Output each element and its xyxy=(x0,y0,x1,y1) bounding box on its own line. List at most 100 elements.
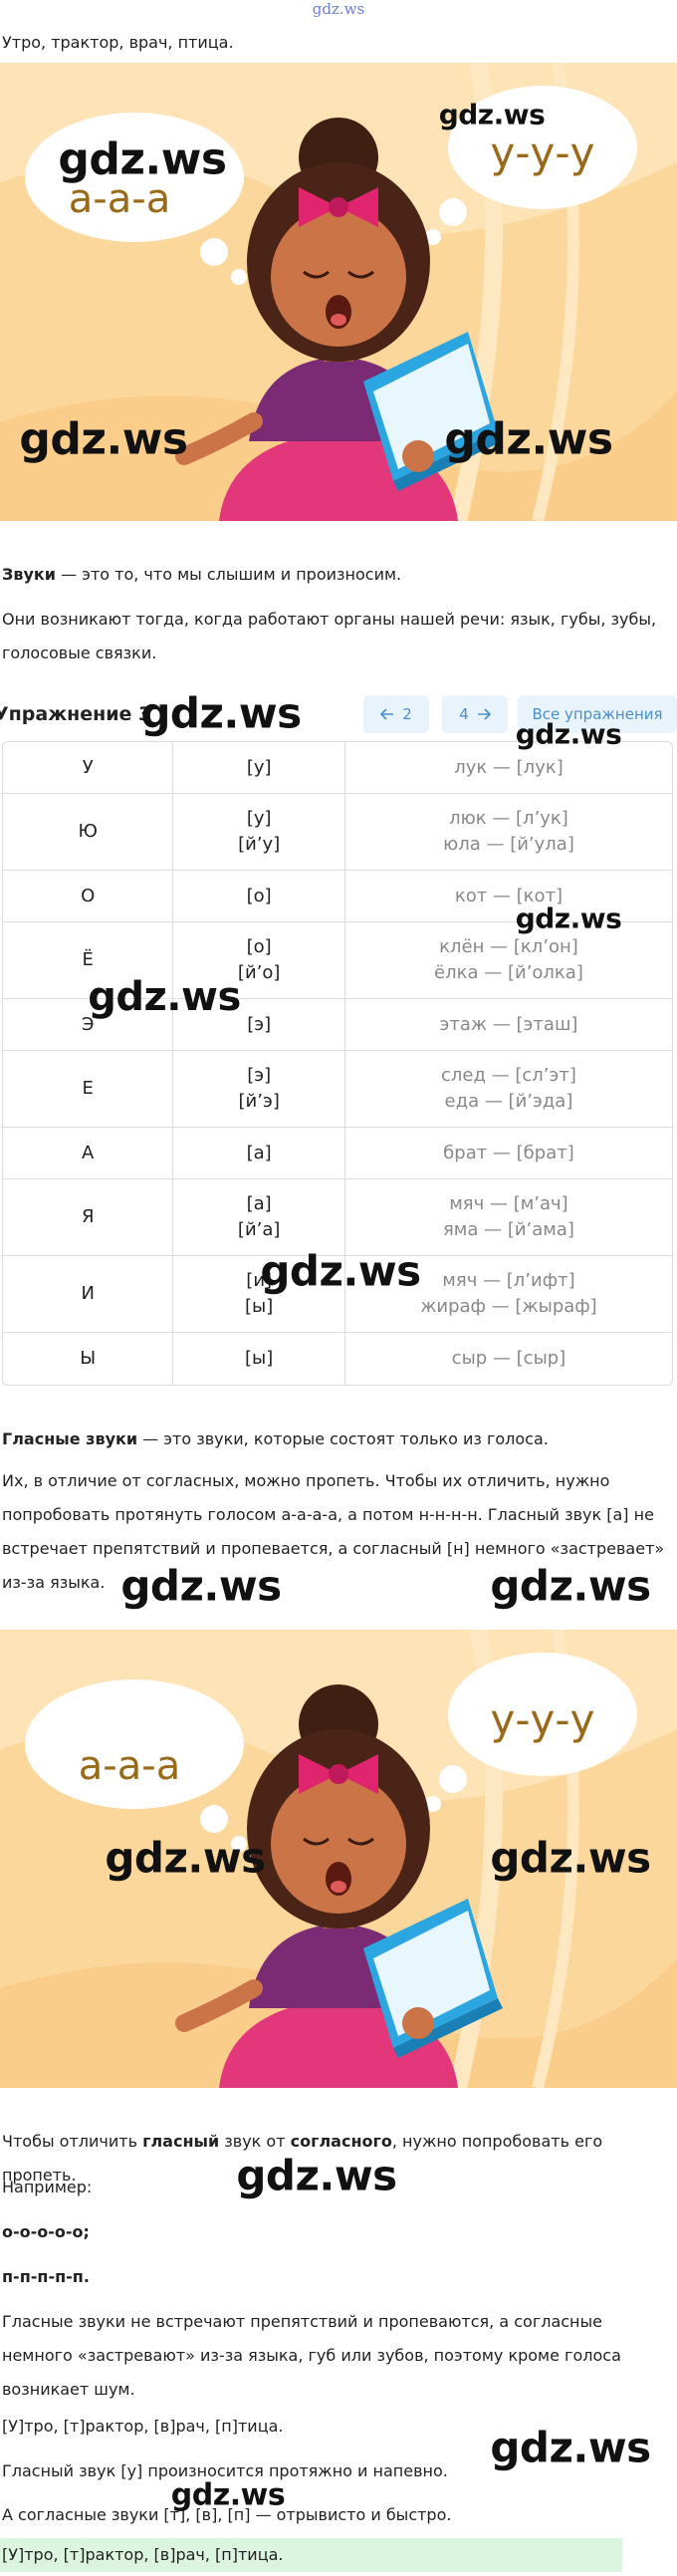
watermark: gdz.ws xyxy=(490,1561,651,1611)
table-row: И [и] [ы] мяч — [л’ифт] жираф — [жыраф] xyxy=(3,1256,672,1333)
arrow-left xyxy=(380,708,394,720)
all-exercises-button[interactable]: Все упражнения xyxy=(518,695,677,733)
watermark: gdz.ws xyxy=(515,902,622,935)
table-cell: Я xyxy=(3,1179,174,1256)
table-cell: люк — [л’ук] юла — [й’ула] xyxy=(344,794,672,871)
table-cell: И xyxy=(3,1256,174,1333)
highlight xyxy=(0,2538,622,2572)
table-cell: лук — [лук] xyxy=(344,742,672,794)
site-logo[interactable]: gdz.ws xyxy=(312,0,365,18)
table-row: О [о] кот — [кот] xyxy=(3,871,672,922)
watermark: gdz.ws xyxy=(438,98,546,131)
table-cell: [у] [й’у] xyxy=(173,794,345,871)
watermark: gdz.ws xyxy=(490,1833,651,1883)
bubble-text: у-у-у xyxy=(491,1695,595,1744)
table-cell: [о] [й’о] xyxy=(173,922,345,999)
table-cell: кот — [кот] xyxy=(344,871,672,922)
table-cell: Ю xyxy=(3,794,174,871)
paragraph: А согласные звуки [т], [в], [п] — отрыви… xyxy=(2,2505,452,2524)
text: звук от xyxy=(219,2132,291,2151)
illustration: а-а-а у-у-у xyxy=(0,63,677,521)
watermark: gdz.ws xyxy=(140,688,302,738)
watermark: gdz.ws xyxy=(105,1833,266,1883)
table-cell: [э] [й’э] xyxy=(173,1051,345,1128)
table-row: Ё [о] [й’о] клён — [кл’он] ёлка — [й’олка] xyxy=(3,922,672,999)
table-cell: У xyxy=(3,742,174,794)
table-row: Э [э] этаж — [эташ] xyxy=(3,999,672,1051)
term: Гласные звуки xyxy=(2,1429,138,1448)
table-body: У [у] лук — [лук] Ю [у] [й’у] люк — [л’ук] юл… xyxy=(3,742,672,1385)
text: — это то, что мы слышим и произносим. xyxy=(56,565,402,584)
table-cell: [ы] xyxy=(173,1333,345,1385)
paragraph: Гласный звук [у] произносится протяжно и… xyxy=(2,2461,448,2480)
table-cell: мяч — [л’ифт] жираф — [жыраф] xyxy=(344,1256,672,1333)
table-cell: след — [сл’эт] еда — [й’эда] xyxy=(344,1051,672,1128)
exercise-nav: Упражнение 3 2 4 Все упражнения xyxy=(0,687,677,737)
words-highlighted: [У]тро, [т]рактор, [в]рач, [п]тица. xyxy=(2,2545,284,2564)
table-cell: Ё xyxy=(3,922,174,999)
paragraph: Гласные звуки не встречают препятствий и… xyxy=(2,2312,621,2399)
bubble-text: у-у-у xyxy=(491,129,595,177)
example-label: Например: xyxy=(2,2178,93,2196)
exercise-title: Упражнение 3 xyxy=(0,703,152,725)
watermark: gdz.ws xyxy=(58,133,227,185)
text: , нужно попробовать его пропеть. xyxy=(2,2132,603,2185)
table-cell: [у] xyxy=(173,742,345,794)
example: о-о-о-о-о; xyxy=(2,2222,90,2241)
table-cell: Е xyxy=(3,1051,174,1128)
watermark: gdz.ws xyxy=(170,2477,286,2513)
bubble-text: а-а-а xyxy=(79,1743,180,1789)
arrow-right xyxy=(477,708,491,720)
watermark: gdz.ws xyxy=(515,717,622,751)
table-cell: мяч — [м’ач] яма — [й’ама] xyxy=(344,1179,672,1256)
watermark: gdz.ws xyxy=(236,2151,397,2200)
definition: Звуки — это то, что мы слышим и произнос… xyxy=(2,558,675,592)
table-cell: Ы xyxy=(3,1333,174,1385)
table-cell: [и] [ы] xyxy=(173,1256,345,1333)
table-row: У [у] лук — [лук] xyxy=(3,742,672,794)
watermark: gdz.ws xyxy=(19,413,188,465)
text: — это звуки, которые состоят только из г… xyxy=(137,1429,549,1448)
prev-button[interactable]: 2 xyxy=(363,695,429,733)
table-row: Я [а] [й’а] мяч — [м’ач] яма — [й’ама] xyxy=(3,1179,672,1256)
text: Чтобы отличить xyxy=(2,2132,143,2151)
table-cell: О xyxy=(3,871,174,922)
term: Звуки xyxy=(2,565,56,584)
watermark: gdz.ws xyxy=(88,974,241,1020)
paragraph: Их, в отличие от согласных, можно пропет… xyxy=(2,1471,665,1592)
bold-text: согласного xyxy=(290,2132,392,2151)
words: [У]тро, [т]рактор, [в]рач, [п]тица. xyxy=(2,2417,284,2436)
table-row: Ю [у] [й’у] люк — [л’ук] юла — [й’ула] xyxy=(3,794,672,871)
table-cell: [э] xyxy=(173,999,345,1051)
illustration: а-а-а у-у-у xyxy=(0,1630,677,2088)
watermark: gdz.ws xyxy=(490,2423,651,2472)
next-button[interactable]: 4 xyxy=(442,695,508,733)
table-row: А [а] брат — [брат] xyxy=(3,1128,672,1179)
table-row: Е [э] [й’э] след — [сл’эт] еда — [й’эда] xyxy=(3,1051,672,1128)
watermark: gdz.ws xyxy=(120,1561,282,1611)
table-cell: Э xyxy=(3,999,174,1051)
table-cell: А xyxy=(3,1128,174,1179)
table-cell: клён — [кл’он] ёлка — [й’олка] xyxy=(344,922,672,999)
watermark: gdz.ws xyxy=(444,413,613,465)
bold-text: гласный xyxy=(142,2132,220,2151)
example: п-п-п-п-п. xyxy=(2,2267,90,2286)
table-cell: этаж — [эташ] xyxy=(344,999,672,1051)
paragraph: Чтобы отличить гласный звук от согласног… xyxy=(2,2125,675,2192)
table-cell: [а] [й’а] xyxy=(173,1179,345,1256)
table-cell: сыр — [сыр] xyxy=(451,1348,566,1369)
intro: Утро, трактор, врач, птица. xyxy=(2,33,234,52)
table-cell: [о] xyxy=(173,871,345,922)
prev-label: 2 xyxy=(402,705,412,723)
paragraph: Они возникают тогда, когда работают орга… xyxy=(2,610,657,662)
bubble-text: а-а-а xyxy=(69,176,170,222)
vowels-definition: Гласные звуки — это звуки, которые состо… xyxy=(2,1422,675,1456)
all-label: Все упражнения xyxy=(532,705,663,723)
sounds-table: У [у] лук — [лук] Ю [у] [й’у] люк — [л’ук] юл… xyxy=(2,741,673,1386)
next-label: 4 xyxy=(459,705,469,723)
table-row: Ы [ы] сыр — [сыр] xyxy=(3,1333,672,1385)
watermark: gdz.ws xyxy=(260,1246,421,1296)
table-cell: [а] xyxy=(173,1128,345,1179)
